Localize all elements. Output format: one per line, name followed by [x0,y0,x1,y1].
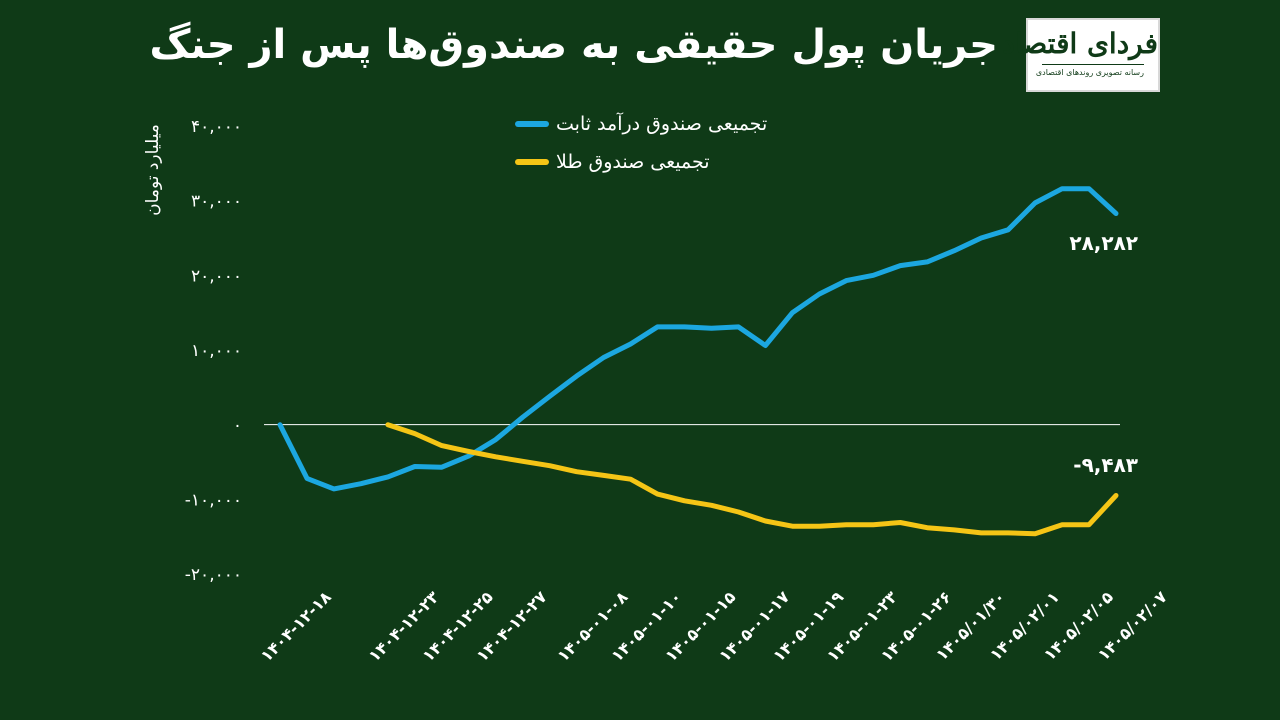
y-axis-label: میلیارد تومان [143,124,163,216]
brand-logo: فردای اقتصاد رسانه تصویری روندهای اقتصاد… [1002,18,1160,92]
chart-title: جریان پول حقیقی به صندوق‌ها پس از جنگ [149,22,998,68]
y-tick-label: -۲۰,۰۰۰ [185,565,242,585]
logo-tagline: رسانه تصویری روندهای اقتصادی [1036,64,1144,79]
series-line-0 [277,186,1119,492]
legend-label: تجمیعی صندوق طلا [556,151,710,173]
logo-name: فردای اقتصاد [1002,27,1158,60]
series-end-label: ۲۸,۲۸۲ [1069,231,1138,255]
y-tick-label: -۱۰,۰۰۰ [185,490,242,510]
x-tick-label: ۱۴۰۴-۱۲-۱۸ [257,587,335,665]
y-tick-label: ۰ [233,416,242,436]
y-tick-label: ۴۰,۰۰۰ [191,117,242,137]
y-tick-label: ۲۰,۰۰۰ [191,266,242,286]
legend-label: تجمیعی صندوق درآمد ثابت [556,111,767,135]
y-tick-label: ۳۰,۰۰۰ [191,192,242,212]
y-tick-label: ۱۰,۰۰۰ [191,341,242,361]
series-line-1 [385,422,1119,537]
series-end-label: -۹,۴۸۳ [1073,453,1138,477]
